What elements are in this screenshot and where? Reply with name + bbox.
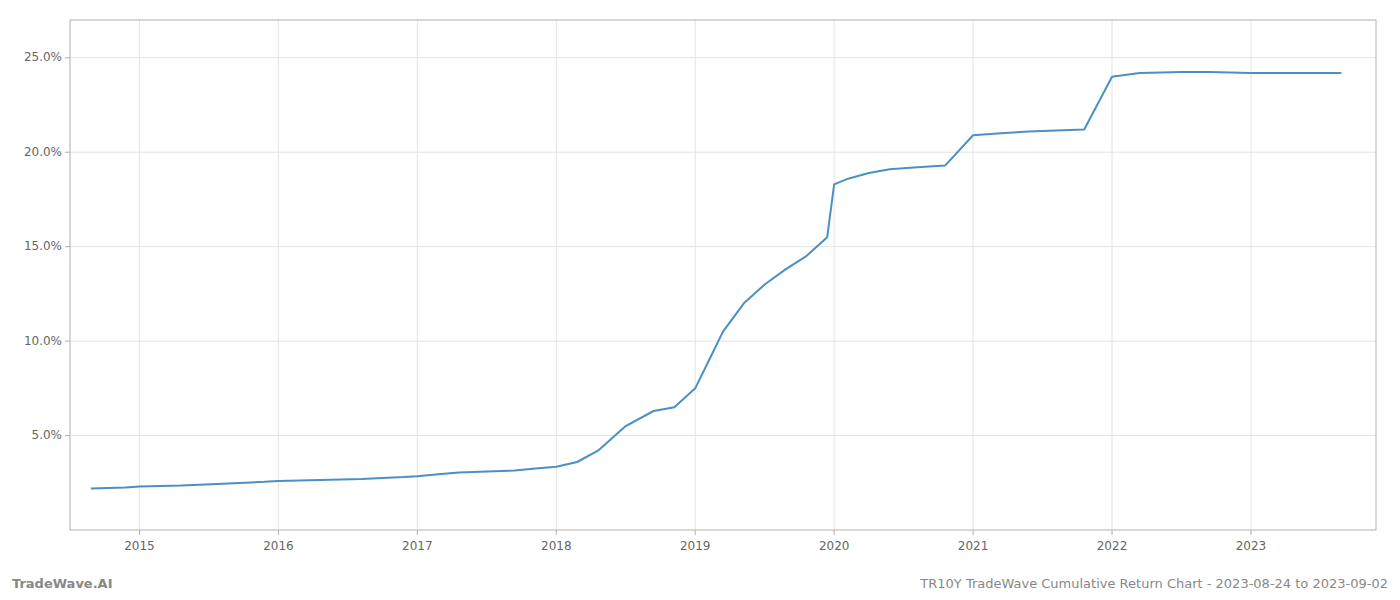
tick-x xyxy=(973,530,974,535)
footer: TradeWave.AI TR10Y TradeWave Cumulative R… xyxy=(12,576,1388,591)
tick-y xyxy=(65,246,70,247)
tick-label-y: 15.0% xyxy=(24,239,62,253)
grid-line-x xyxy=(1250,20,1251,530)
tick-y xyxy=(65,435,70,436)
tick-label-y: 10.0% xyxy=(24,334,62,348)
page: {"chart_data": {"type": "line", "title":… xyxy=(0,0,1400,600)
tick-label-y: 5.0% xyxy=(32,428,63,442)
chart: 5.0% 10.0% 15.0% 20.0% 25.0% 2015 2016 2017 2018… xyxy=(0,0,1400,600)
tick-label-x: 2021 xyxy=(958,539,989,553)
tick-label-x: 2020 xyxy=(819,539,850,553)
tick-x xyxy=(695,530,696,535)
tick-label-y: 20.0% xyxy=(24,145,62,159)
tick-label-x: 2022 xyxy=(1097,539,1128,553)
grid-line-y xyxy=(70,152,1376,153)
grid-line-y xyxy=(70,341,1376,342)
tick-y xyxy=(65,341,70,342)
grid-line-x xyxy=(139,20,140,530)
grid-line-y xyxy=(70,246,1376,247)
plot-area xyxy=(91,72,1341,489)
tick-label-x: 2016 xyxy=(263,539,294,553)
plot-frame xyxy=(70,20,1376,530)
tick-x xyxy=(1250,530,1251,535)
tick-y xyxy=(65,57,70,58)
tick-label-x: 2018 xyxy=(541,539,572,553)
tick-label-x: 2023 xyxy=(1236,539,1267,553)
tick-x xyxy=(278,530,279,535)
tick-x xyxy=(1112,530,1113,535)
grid-line-x xyxy=(973,20,974,530)
grid-line-x xyxy=(556,20,557,530)
grid-line-x xyxy=(278,20,279,530)
grid-line-x xyxy=(417,20,418,530)
line-series xyxy=(91,72,1341,489)
grid-line-y xyxy=(70,57,1376,58)
axes: 5.0% 10.0% 15.0% 20.0% 25.0% 2015 2016 2017 2018… xyxy=(24,50,1266,553)
tick-label-y: 25.0% xyxy=(24,50,62,64)
tick-x xyxy=(139,530,140,535)
tick-x xyxy=(556,530,557,535)
tick-y xyxy=(65,152,70,153)
tick-x xyxy=(834,530,835,535)
grid xyxy=(70,20,1376,530)
tick-x xyxy=(417,530,418,535)
tick-label-x: 2015 xyxy=(124,539,155,553)
footer-left: TradeWave.AI xyxy=(12,576,113,591)
grid-line-y xyxy=(70,435,1376,436)
grid-line-x xyxy=(1112,20,1113,530)
tick-label-x: 2019 xyxy=(680,539,711,553)
grid-line-x xyxy=(695,20,696,530)
grid-line-x xyxy=(834,20,835,530)
title: TR10Y TradeWave Cumulative Return Chart … xyxy=(919,576,1388,591)
tick-label-x: 2017 xyxy=(402,539,433,553)
